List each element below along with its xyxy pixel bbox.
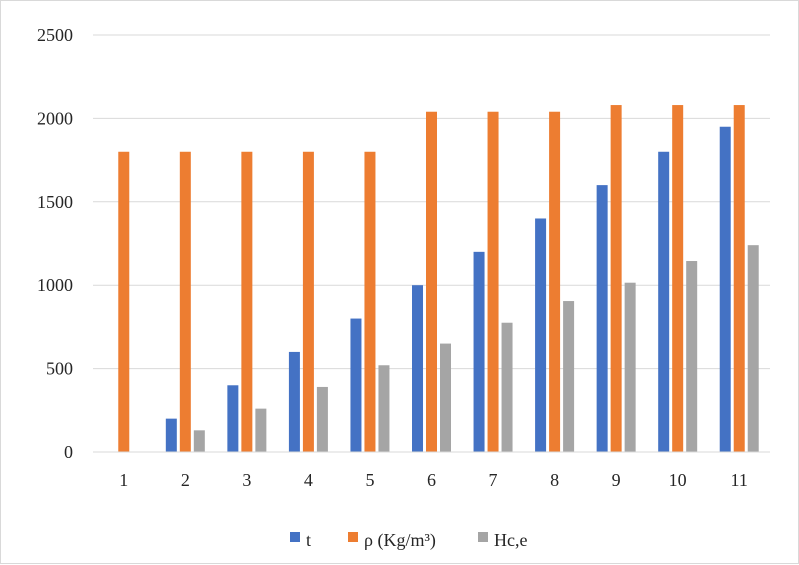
bar-rho <box>118 151 130 452</box>
bar-hce <box>624 282 636 452</box>
bar-hce <box>316 386 328 452</box>
bar-rho <box>672 105 684 452</box>
legend-swatch <box>290 532 300 542</box>
bar-t <box>412 285 423 452</box>
bar-t <box>288 351 300 452</box>
bars <box>118 105 759 453</box>
x-tick-label: 3 <box>242 470 251 490</box>
y-tick-label: 0 <box>64 442 73 462</box>
bar-hce <box>747 245 759 452</box>
x-tick-label: 6 <box>427 470 436 490</box>
bar-t <box>350 318 362 452</box>
legend-label: ρ (Kg/m³) <box>364 530 436 551</box>
y-tick-label: 1000 <box>37 275 73 295</box>
bar-t <box>535 218 547 452</box>
legend-swatch <box>478 532 488 542</box>
x-tick-label: 8 <box>550 470 559 490</box>
y-tick-label: 1500 <box>37 192 73 212</box>
x-tick-label: 9 <box>612 470 621 490</box>
bar-rho <box>610 105 622 452</box>
bar-hce <box>193 430 205 452</box>
legend: t ρ (Kg/m³) Hc,e <box>290 530 527 551</box>
x-axis-ticks: 1 2 3 4 5 6 7 8 9 10 11 <box>119 470 748 490</box>
bar-rho <box>426 111 437 452</box>
bar-rho <box>302 151 314 452</box>
x-tick-label: 1 <box>119 470 128 490</box>
bar-t <box>719 126 731 453</box>
x-tick-label: 4 <box>304 470 313 490</box>
bar-rho <box>549 111 561 452</box>
bar-hce <box>255 408 267 452</box>
bar-t <box>596 185 608 452</box>
bar-hce <box>378 365 390 452</box>
legend-label: t <box>306 530 311 550</box>
bar-t <box>165 418 177 452</box>
bar-rho <box>241 151 253 452</box>
bar-rho <box>364 151 376 452</box>
bar-rho <box>179 151 191 452</box>
x-tick-label: 7 <box>489 470 498 490</box>
bar-hce <box>563 301 575 452</box>
bar-rho <box>487 111 499 452</box>
bar-rho <box>733 105 745 452</box>
bar-hce <box>686 261 698 452</box>
x-tick-label: 10 <box>669 470 687 490</box>
bar-t <box>227 385 239 452</box>
y-tick-label: 500 <box>46 359 73 379</box>
bar-t <box>473 251 485 452</box>
x-tick-label: 2 <box>181 470 190 490</box>
bar-hce <box>440 343 451 452</box>
x-tick-label: 11 <box>731 470 748 490</box>
y-tick-label: 2500 <box>37 25 73 45</box>
y-tick-label: 2000 <box>37 108 73 128</box>
bar-t <box>658 151 670 452</box>
x-tick-label: 5 <box>365 470 374 490</box>
legend-label: Hc,e <box>494 530 527 550</box>
legend-swatch <box>348 532 358 542</box>
bar-hce <box>501 322 513 452</box>
y-axis-ticks: 0 500 1000 1500 2000 2500 <box>37 25 73 462</box>
